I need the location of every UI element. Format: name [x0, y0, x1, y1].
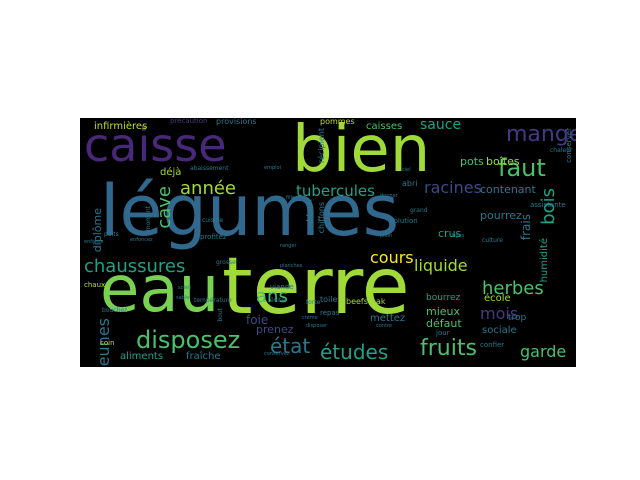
- cloud-word: plein: [380, 233, 393, 239]
- cloud-word: provisions: [216, 118, 257, 126]
- cloud-word: puits: [104, 231, 119, 238]
- cloud-word: fraîche: [186, 351, 221, 362]
- cloud-word: enfants: [84, 239, 103, 245]
- cloud-word: trop: [508, 313, 527, 323]
- cloud-word: pots: [460, 155, 484, 168]
- cloud-word: ranger: [280, 243, 297, 249]
- cloud-word: défaut: [426, 317, 462, 330]
- cloud-word: mois: [480, 304, 519, 323]
- cloud-word: liquide: [414, 256, 468, 275]
- cloud-word: récipient: [317, 128, 326, 164]
- cloud-word: eau: [100, 253, 220, 327]
- cloud-word: boîtes: [486, 155, 520, 168]
- cloud-word: contenant: [480, 183, 536, 196]
- cloud-word: état: [270, 334, 311, 358]
- cloud-word: moment: [145, 206, 152, 232]
- cloud-word: forte: [306, 299, 321, 306]
- cloud-word: bouchez: [102, 307, 128, 314]
- cloud-word: fruits: [420, 336, 477, 361]
- cloud-word: éviter: [270, 297, 288, 304]
- cloud-word: prenez: [256, 323, 294, 336]
- cloud-word: disposer: [306, 323, 328, 329]
- cloud-word: caisse: [84, 118, 227, 172]
- cloud-word: beefsteak: [346, 297, 386, 306]
- cloud-word: cave: [154, 186, 175, 229]
- cloud-word: culture: [482, 237, 503, 244]
- cloud-word: température: [194, 297, 232, 304]
- cloud-word: abaissement: [190, 165, 229, 172]
- cloud-word: bout: [217, 308, 224, 322]
- cloud-word: chaleur: [550, 147, 573, 154]
- cloud-word: sable: [176, 295, 190, 301]
- cloud-word: obtenir: [305, 198, 314, 227]
- cloud-word: légumes: [100, 170, 400, 252]
- cloud-word: conservez: [264, 351, 290, 357]
- cloud-word: soleil: [178, 285, 191, 291]
- cloud-word: études: [320, 340, 389, 364]
- cloud-word: précaution: [170, 118, 208, 125]
- cloud-word: manger: [506, 122, 576, 147]
- cloud-word: grosse: [216, 259, 236, 266]
- cloud-word: disposez: [136, 326, 241, 354]
- cloud-word: assistante: [530, 201, 566, 209]
- cloud-word: pommes: [320, 118, 355, 126]
- cloud-word: diplôme: [91, 208, 104, 253]
- cloud-word: année: [180, 178, 236, 199]
- cloud-word: confier: [480, 341, 505, 349]
- cloud-word: chaussures: [84, 256, 186, 277]
- cloud-word: repas: [320, 309, 340, 317]
- cloud-word: foie: [246, 313, 269, 327]
- cloud-word: tiges: [452, 233, 465, 239]
- cloud-word: terre: [222, 242, 410, 332]
- cloud-word: viande: [270, 283, 294, 291]
- cloud-word: herbes: [482, 278, 544, 299]
- cloud-word: emploi: [264, 165, 281, 171]
- cloud-word: humidité: [539, 238, 550, 283]
- cloud-word: mettez: [370, 313, 406, 324]
- cloud-word: sauce: [420, 118, 462, 133]
- cloud-word: cours: [370, 248, 414, 267]
- cloud-word: abri: [402, 179, 418, 188]
- cloud-word: contre: [376, 323, 392, 329]
- cloud-word: enfoncez: [130, 237, 153, 243]
- cloud-word: infirmières: [94, 121, 148, 132]
- cloud-word: donner: [380, 193, 398, 199]
- cloud-word: planches: [280, 263, 303, 269]
- cloud-word: jour: [436, 329, 450, 337]
- cloud-word: crème: [302, 315, 318, 321]
- cloud-word: bourrez: [426, 293, 461, 303]
- cloud-word: coin: [100, 339, 115, 347]
- cloud-word: bien: [292, 118, 431, 187]
- cloud-word: filles: [286, 195, 298, 201]
- cloud-word: racines: [424, 178, 482, 197]
- cloud-word: mieux: [426, 305, 461, 318]
- cloud-word: déjà: [160, 167, 182, 178]
- cloud-word: profitez: [200, 233, 227, 241]
- cloud-word: ans: [256, 286, 288, 307]
- cloud-word: crus: [438, 227, 462, 240]
- cloud-word: faut: [498, 154, 546, 182]
- cloud-word: pourrez: [480, 209, 522, 222]
- cloud-word: grand: [410, 207, 428, 214]
- cloud-word: solution: [390, 217, 418, 225]
- cloud-word: tubercules: [296, 182, 375, 200]
- cloud-word: ciel: [402, 167, 411, 173]
- cloud-word: sociale: [482, 325, 517, 336]
- cloud-word: toile: [320, 295, 338, 304]
- cloud-word: école: [484, 293, 511, 304]
- cloud-word: cuisine: [202, 217, 224, 224]
- cloud-word: aliments: [120, 351, 164, 362]
- cloud-word: chiffons: [317, 202, 326, 234]
- cloud-word: chaux: [84, 281, 106, 289]
- cloud-word: garde: [520, 342, 567, 361]
- cloud-word: caisses: [366, 121, 403, 132]
- cloud-word: conserver: [565, 128, 573, 163]
